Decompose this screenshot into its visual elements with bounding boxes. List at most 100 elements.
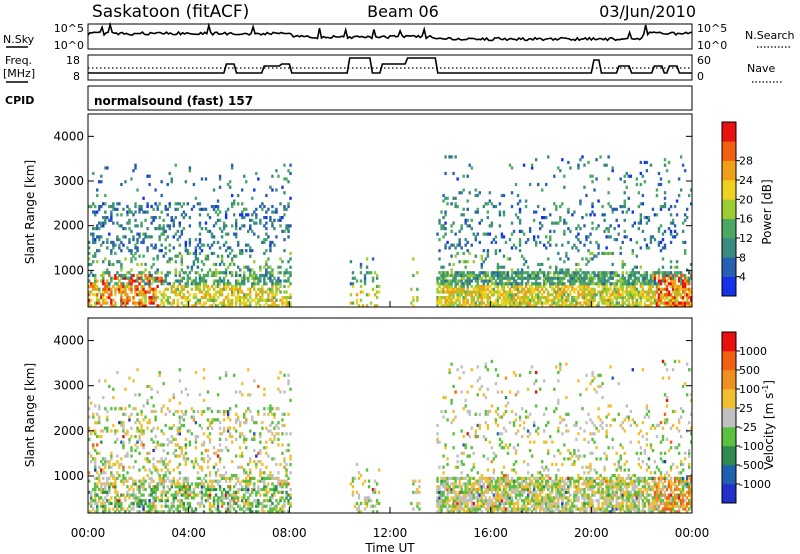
- heatmap-cell: [452, 482, 455, 486]
- heatmap-cell: [677, 276, 681, 280]
- heatmap-cell: [182, 412, 186, 416]
- heatmap-cell: [126, 246, 129, 250]
- heatmap-cell: [440, 290, 443, 294]
- heatmap-cell: [657, 240, 661, 244]
- heatmap-cell: [462, 435, 465, 439]
- heatmap-cell: [671, 298, 675, 302]
- heatmap-cell: [184, 409, 188, 414]
- heatmap-cell: [541, 293, 544, 297]
- heatmap-cell: [577, 262, 580, 267]
- heatmap-cell: [180, 229, 184, 233]
- heatmap-cell: [480, 504, 484, 508]
- heatmap-cell: [226, 265, 230, 269]
- heatmap-cell: [230, 273, 234, 278]
- heatmap-cell: [283, 295, 286, 300]
- heatmap-cell: [669, 279, 673, 283]
- heatmap-cell: [156, 207, 159, 211]
- heatmap-cell: [478, 293, 481, 297]
- heatmap-cell: [597, 224, 600, 228]
- heatmap-cell: [172, 476, 175, 480]
- heatmap-cell: [629, 271, 632, 275]
- heatmap-cell: [194, 251, 198, 256]
- heatmap-cell: [232, 290, 236, 294]
- heatmap-cell: [277, 387, 280, 391]
- heatmap-cell: [615, 279, 618, 283]
- heatmap-cell: [532, 290, 536, 294]
- heatmap-cell: [472, 487, 475, 492]
- heatmap-cell: [218, 185, 222, 189]
- heatmap-cell: [112, 284, 115, 289]
- heatmap-cell: [538, 282, 542, 286]
- heatmap-cell: [681, 295, 685, 300]
- heatmap-cell: [140, 221, 143, 225]
- heatmap-cell: [255, 295, 258, 300]
- heatmap-cell: [444, 221, 447, 225]
- heatmap-cell: [188, 243, 192, 247]
- heatmap-cell: [633, 276, 637, 280]
- heatmap-cell: [476, 490, 479, 494]
- heatmap-cell: [88, 304, 91, 308]
- heatmap-cell: [172, 499, 175, 503]
- heatmap-cell: [357, 496, 361, 500]
- heatmap-cell: [663, 191, 667, 195]
- heatmap-cell: [100, 440, 103, 444]
- heatmap-cell: [353, 476, 357, 480]
- heatmap-cell: [243, 435, 246, 439]
- heatmap-cell: [631, 210, 635, 214]
- heatmap-cell: [631, 290, 635, 294]
- heatmap-cell: [627, 304, 630, 308]
- heatmap-cell: [689, 273, 693, 278]
- heatmap-cell: [613, 293, 616, 297]
- heatmap-cell: [182, 457, 186, 461]
- heatmap-cell: [92, 254, 95, 258]
- heatmap-cell: [265, 426, 268, 430]
- heatmap-cell: [251, 284, 254, 289]
- heatmap-cell: [609, 304, 612, 308]
- heatmap-cell: [585, 235, 588, 239]
- heatmap-cell: [148, 174, 151, 178]
- heatmap-cell: [655, 284, 659, 289]
- heatmap-cell: [528, 304, 532, 308]
- heatmap-cell: [158, 279, 161, 283]
- heatmap-cell: [176, 254, 179, 258]
- heatmap-cell: [681, 298, 685, 302]
- heatmap-cell: [563, 298, 566, 302]
- heatmap-cell: [154, 507, 157, 511]
- heatmap-cell: [575, 298, 578, 302]
- heatmap-cell: [126, 485, 129, 489]
- heatmap-cell: [369, 504, 373, 508]
- heatmap-cell: [599, 298, 602, 302]
- heatmap-cell: [363, 499, 367, 503]
- heatmap-cell: [561, 290, 564, 294]
- heatmap-cell: [134, 163, 137, 167]
- heatmap-cell: [649, 287, 653, 291]
- heatmap-cell: [474, 482, 477, 486]
- heatmap-cell: [140, 443, 143, 447]
- heatmap-cell: [152, 448, 155, 453]
- heatmap-cell: [267, 482, 270, 486]
- heatmap-cell: [689, 295, 693, 300]
- heatmap-cell: [138, 479, 141, 483]
- heatmap-cell: [178, 499, 182, 503]
- heatmap-cell: [518, 210, 522, 214]
- heatmap-cell: [607, 251, 610, 256]
- heatmap-cell: [156, 496, 159, 500]
- heatmap-cell: [462, 407, 465, 411]
- heatmap-cell: [510, 290, 514, 294]
- heatmap-cell: [452, 262, 455, 267]
- heatmap-cell: [609, 298, 612, 302]
- heatmap-cell: [134, 293, 137, 297]
- heatmap-cell: [106, 271, 109, 275]
- heatmap-cell: [130, 268, 133, 272]
- heatmap-cell: [641, 293, 645, 297]
- heatmap-cell: [228, 504, 232, 508]
- heatmap-cell: [208, 437, 212, 441]
- heatmap-cell: [160, 490, 163, 494]
- heatmap-cell: [182, 479, 186, 483]
- nsky-label: N.Sky: [3, 33, 35, 46]
- heatmap-cell: [220, 301, 224, 305]
- heatmap-cell: [438, 290, 441, 294]
- heatmap-cell: [689, 271, 693, 275]
- heatmap-cell: [232, 232, 236, 236]
- heatmap-cell: [210, 504, 214, 508]
